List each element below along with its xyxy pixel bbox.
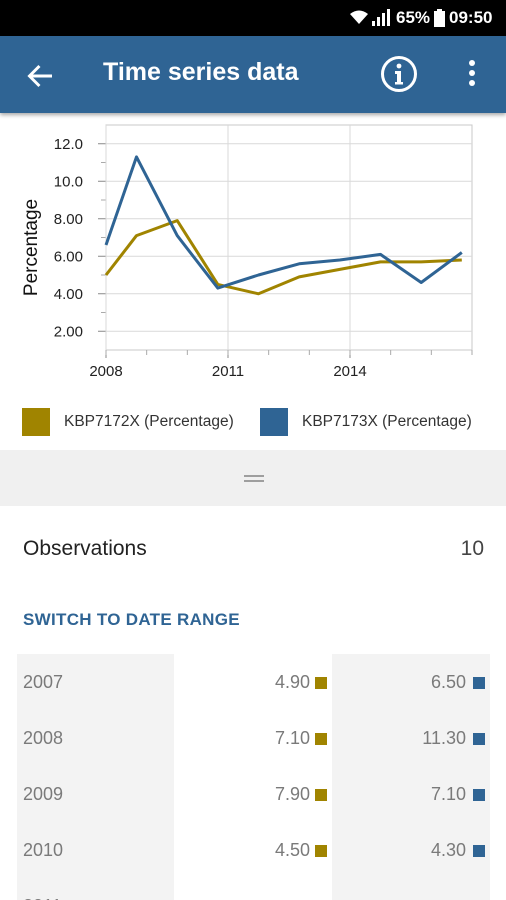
series-1-marker-icon: [315, 677, 327, 689]
page-title: Time series data: [103, 58, 299, 86]
y-tick-label: 2.00: [54, 323, 83, 340]
chart-svg: 12.0 10.0 8.00 6.00 4.00 2.00 2008 2011 2014 Perc…: [21, 124, 473, 380]
row-value-series-1: 4.50: [274, 840, 310, 860]
series-line-1: [104, 219, 462, 296]
plot-area: [105, 124, 473, 351]
y-axis-title: Percentage: [21, 199, 42, 296]
series-2-marker-icon: [473, 845, 485, 857]
observations-row: Observations 10: [0, 506, 506, 590]
table-row: 2010 4.50 4.30: [17, 822, 490, 878]
legend-label-series-2: KBP7173X (Percentage): [302, 413, 472, 430]
series-2-column-bg: [332, 654, 490, 900]
row-year: 2010: [23, 840, 64, 860]
more-vert-icon[interactable]: [462, 58, 482, 92]
x-tick-label: 2014: [333, 363, 366, 380]
year-column-bg: [17, 654, 174, 900]
panel-drag-handle[interactable]: [0, 450, 506, 506]
arrow-back-icon[interactable]: [24, 60, 56, 92]
app-bar: Time series data: [0, 36, 506, 113]
table-row: 2007 4.90 6.50: [17, 654, 490, 710]
series-2-marker-icon: [473, 733, 485, 745]
row-year: 2007: [23, 672, 64, 692]
legend-swatch-series-1: [22, 408, 50, 436]
battery-percent: 65%: [396, 8, 431, 27]
chart-legend: KBP7172X (Percentage) KBP7173X (Percenta…: [0, 400, 506, 448]
switch-to-date-range-button[interactable]: SWITCH TO DATE RANGE: [23, 610, 240, 629]
battery-icon: [434, 9, 445, 27]
observations-label: Observations: [23, 537, 147, 560]
observations-count: 10: [460, 537, 484, 560]
row-value-series-2: 4.30: [430, 840, 466, 860]
row-value-series-2: 6.50: [430, 672, 466, 692]
row-value-series-2: 7.10: [430, 784, 466, 804]
series-1-marker-icon: [315, 789, 327, 801]
row-value-series-1: 7.90: [274, 784, 310, 804]
info-icon[interactable]: [380, 55, 418, 93]
time-series-chart[interactable]: 12.0 10.0 8.00 6.00 4.00 2.00 2008 2011 2014 Perc…: [0, 113, 506, 393]
drag-handle-icon: [244, 475, 264, 482]
row-year: 2009: [23, 784, 64, 804]
series-line-2: [104, 155, 463, 290]
row-value-series-1: 7.10: [274, 728, 310, 748]
wifi-icon: [350, 10, 368, 24]
status-clock: 09:50: [449, 8, 493, 27]
series-1-marker-icon: [315, 733, 327, 745]
series-1-marker-icon: [315, 845, 327, 857]
observations-table: 2007 4.90 6.50 2008 7.10 11.30 2009 7.90…: [17, 654, 490, 900]
series-2-marker-icon: [473, 677, 485, 689]
x-tick-label: 2008: [89, 363, 122, 380]
status-bar: 65% 09:50: [0, 0, 506, 36]
signal-icon: [372, 9, 390, 26]
table-row: 2009 7.90 7.10: [17, 766, 490, 822]
y-tick-label: 4.00: [54, 286, 83, 303]
series-2-marker-icon: [473, 789, 485, 801]
x-tick-label: 2011: [212, 363, 244, 380]
y-tick-label: 8.00: [54, 211, 83, 228]
table-row: 2008 7.10 11.30: [17, 710, 490, 766]
y-tick-label: 10.0: [54, 173, 83, 190]
legend-label-series-1: KBP7172X (Percentage): [64, 413, 234, 430]
row-year: 2011: [23, 896, 62, 900]
table-row: 2011: [17, 878, 490, 900]
row-value-series-2: 11.30: [422, 728, 466, 748]
row-value-series-1: 4.90: [274, 672, 310, 692]
row-year: 2008: [23, 728, 64, 748]
y-tick-label: 12.0: [54, 136, 83, 153]
y-tick-label: 6.00: [54, 248, 83, 265]
legend-swatch-series-2: [260, 408, 288, 436]
